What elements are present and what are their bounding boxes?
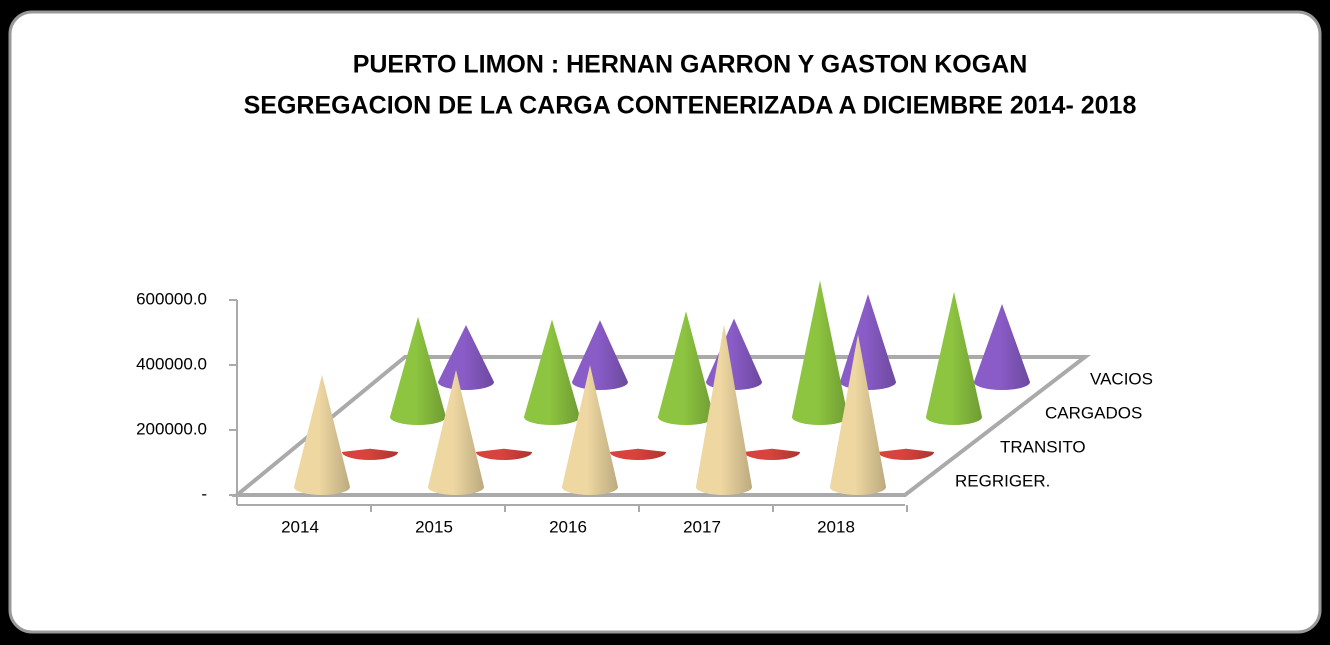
cone-shade xyxy=(294,374,350,495)
cone-shade xyxy=(524,319,580,425)
cone xyxy=(572,320,628,390)
y-tick-label: 400000.0 xyxy=(136,354,207,373)
cone xyxy=(428,370,484,495)
cone xyxy=(878,448,934,460)
chart-subtitle: SEGREGACION DE LA CARGA CONTENERIZADA A … xyxy=(244,92,1137,120)
x-tick-label: 2017 xyxy=(683,517,721,536)
cone-shade xyxy=(562,365,618,495)
x-tick-label: 2014 xyxy=(281,517,319,536)
cone xyxy=(926,291,982,425)
cone xyxy=(342,448,398,460)
y-tick-label: 200000.0 xyxy=(136,419,207,438)
cone xyxy=(696,324,752,495)
cone-shade xyxy=(428,370,484,495)
cone-shade xyxy=(792,280,848,425)
depth-label: REGRIGER. xyxy=(955,471,1050,490)
cone-shade xyxy=(830,334,886,495)
cone-shade xyxy=(476,448,532,460)
cone xyxy=(744,448,800,460)
cone-shade xyxy=(744,448,800,460)
depth-label: TRANSITO xyxy=(1000,437,1086,456)
cone-shade xyxy=(696,324,752,495)
cone xyxy=(562,365,618,495)
depth-label: CARGADOS xyxy=(1045,403,1142,422)
depth-label: VACIOS xyxy=(1090,369,1153,388)
x-tick-label: 2015 xyxy=(415,517,453,536)
cone-shade xyxy=(390,316,446,425)
x-tick-label: 2016 xyxy=(549,517,587,536)
cone xyxy=(658,311,714,425)
cone xyxy=(476,448,532,460)
cone xyxy=(792,280,848,425)
cone-shade xyxy=(926,291,982,425)
cone-shade xyxy=(658,311,714,425)
cone xyxy=(294,374,350,495)
chart-title: PUERTO LIMON : HERNAN GARRON Y GASTON KO… xyxy=(353,51,1028,79)
cone xyxy=(974,304,1030,390)
y-tick-label: 600000.0 xyxy=(136,289,207,308)
cone-shade xyxy=(342,448,398,460)
cone-shade xyxy=(974,304,1030,390)
cone-shade xyxy=(878,448,934,460)
floor xyxy=(231,355,1091,497)
cone-shade xyxy=(438,325,494,390)
y-tick-label: - xyxy=(201,484,207,503)
cone xyxy=(830,334,886,495)
cone-shade xyxy=(610,448,666,460)
cone-shade xyxy=(572,320,628,390)
cone xyxy=(390,316,446,425)
x-tick-label: 2018 xyxy=(817,517,855,536)
cone xyxy=(524,319,580,425)
cone xyxy=(438,325,494,390)
cone xyxy=(610,448,666,460)
